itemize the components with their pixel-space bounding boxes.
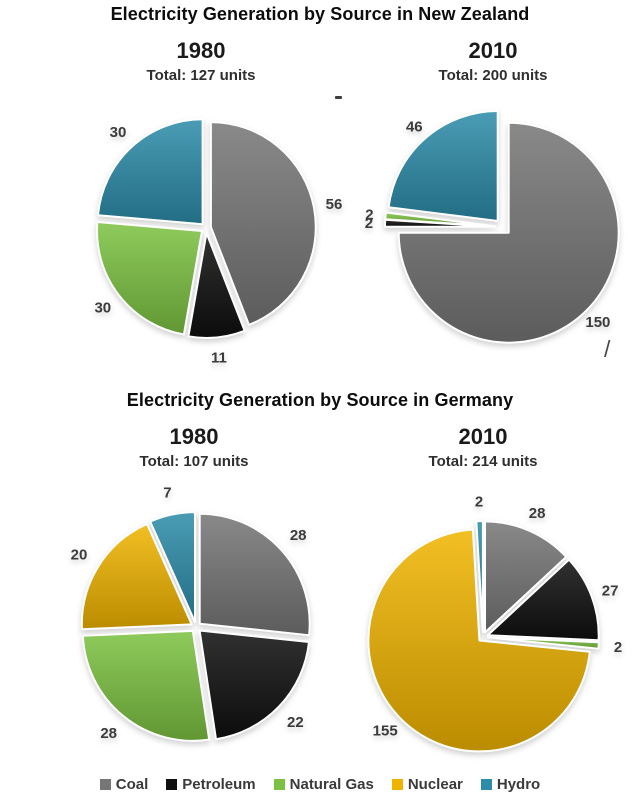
legend-item-petroleum: Petroleum [166,776,256,793]
pie-slice-nuclear [80,522,193,631]
slice-value-label-natural-gas: 28 [100,725,117,742]
natural-gas-swatch-icon [273,779,285,790]
chart-de-1980: 1980 Total: 107 units 28 22 28 20 7 [34,420,354,772]
slice-value-label-petroleum: 2 [365,215,373,232]
chart-total-label: Total: 107 units [139,453,249,470]
chart-nz-1980: 1980 Total: 127 units 56 11 30 30 [41,34,361,384]
slice-value-label-hydro: 46 [406,118,423,135]
slice-value-label-coal: 56 [326,196,343,213]
chart-total-label: Total: 200 units [438,67,548,84]
slice-value-label-petroleum: 27 [602,582,619,599]
slice-value-label-petroleum: 22 [287,714,304,731]
pie-slice-hydro [387,110,499,222]
slice-value-label-coal: 28 [290,527,307,544]
pie-slice-petroleum [198,629,310,741]
legend-label: Natural Gas [289,776,374,793]
chart-year-heading: 1980 [169,424,219,449]
pie-slice-coal [209,121,317,326]
slice-value-label-hydro: 30 [110,124,127,141]
pie-slice-coal [198,512,311,637]
pie-slice-hydro [97,118,204,226]
slice-value-label-nuclear: 155 [373,723,398,740]
legend-label: Petroleum [182,776,256,793]
pie-chart-de-1980: 28 22 28 20 7 [71,485,311,742]
hydro-swatch-icon [480,779,492,790]
pie-slice-natural-gas [81,629,211,742]
slice-value-label-natural-gas: 30 [94,299,111,316]
chart-de-2010: 2010 Total: 214 units 28 27 2 155 2 [325,420,640,772]
pie-slice-nuclear [367,528,591,753]
slice-value-label-coal: 150 [585,314,610,331]
pie-slice-coal [484,520,568,634]
petroleum-swatch-icon [166,779,178,790]
stray-slash-mark: / [604,336,611,362]
slice-value-label-petroleum: 11 [211,350,227,367]
chart-nz-2010: 2010 Total: 200 units 150 2 2 46 [343,34,640,384]
chart-total-label: Total: 214 units [428,453,538,470]
legend-item-natural-gas: Natural Gas [273,776,374,793]
legend-label: Hydro [496,776,541,793]
slice-value-label-natural-gas: 2 [614,639,622,656]
legend-item-hydro: Hydro [480,776,541,793]
slice-value-label-coal: 28 [529,505,546,522]
nuclear-swatch-icon [391,779,403,790]
pie-chart-de-2010: 28 27 2 155 2 [367,494,622,753]
legend-item-nuclear: Nuclear [391,776,463,793]
pie-slice-natural-gas [487,636,600,650]
legend-item-coal: Coal [99,776,149,793]
pie-slice-coal [397,121,620,344]
pie-slice-natural-gas [96,221,203,336]
stray-dash-mark [335,96,342,99]
section-title-germany: Electricity Generation by Source in Germ… [126,390,514,410]
chart-year-heading: 1980 [176,38,226,63]
pie-chart-nz-1980: 56 11 30 30 [94,118,343,367]
pie-slice-hydro [149,511,196,624]
pie-slice-petroleum [187,232,246,339]
section-title-new-zealand: Electricity Generation by Source in New … [110,4,530,24]
legend-label: Nuclear [407,776,463,793]
slice-value-label-nuclear: 20 [71,547,88,564]
pie-slice-hydro [475,520,484,633]
chart-total-label: Total: 127 units [146,67,256,84]
pie-chart-nz-2010: 150 22 46 [365,110,620,344]
chart-year-heading: 2010 [468,38,518,63]
slice-value-label-natural-gas: 2 [365,206,373,223]
slice-value-label-hydro: 7 [163,485,171,502]
pie-slice-natural-gas [384,211,496,228]
legend-label: Coal [115,776,149,793]
chart-legend: Coal Petroleum Natural Gas Nuclear Hydro [0,776,640,793]
chart-year-heading: 2010 [458,424,508,449]
slice-value-label-hydro: 2 [475,494,483,511]
pie-slice-petroleum [486,558,600,642]
coal-swatch-icon [99,779,111,790]
